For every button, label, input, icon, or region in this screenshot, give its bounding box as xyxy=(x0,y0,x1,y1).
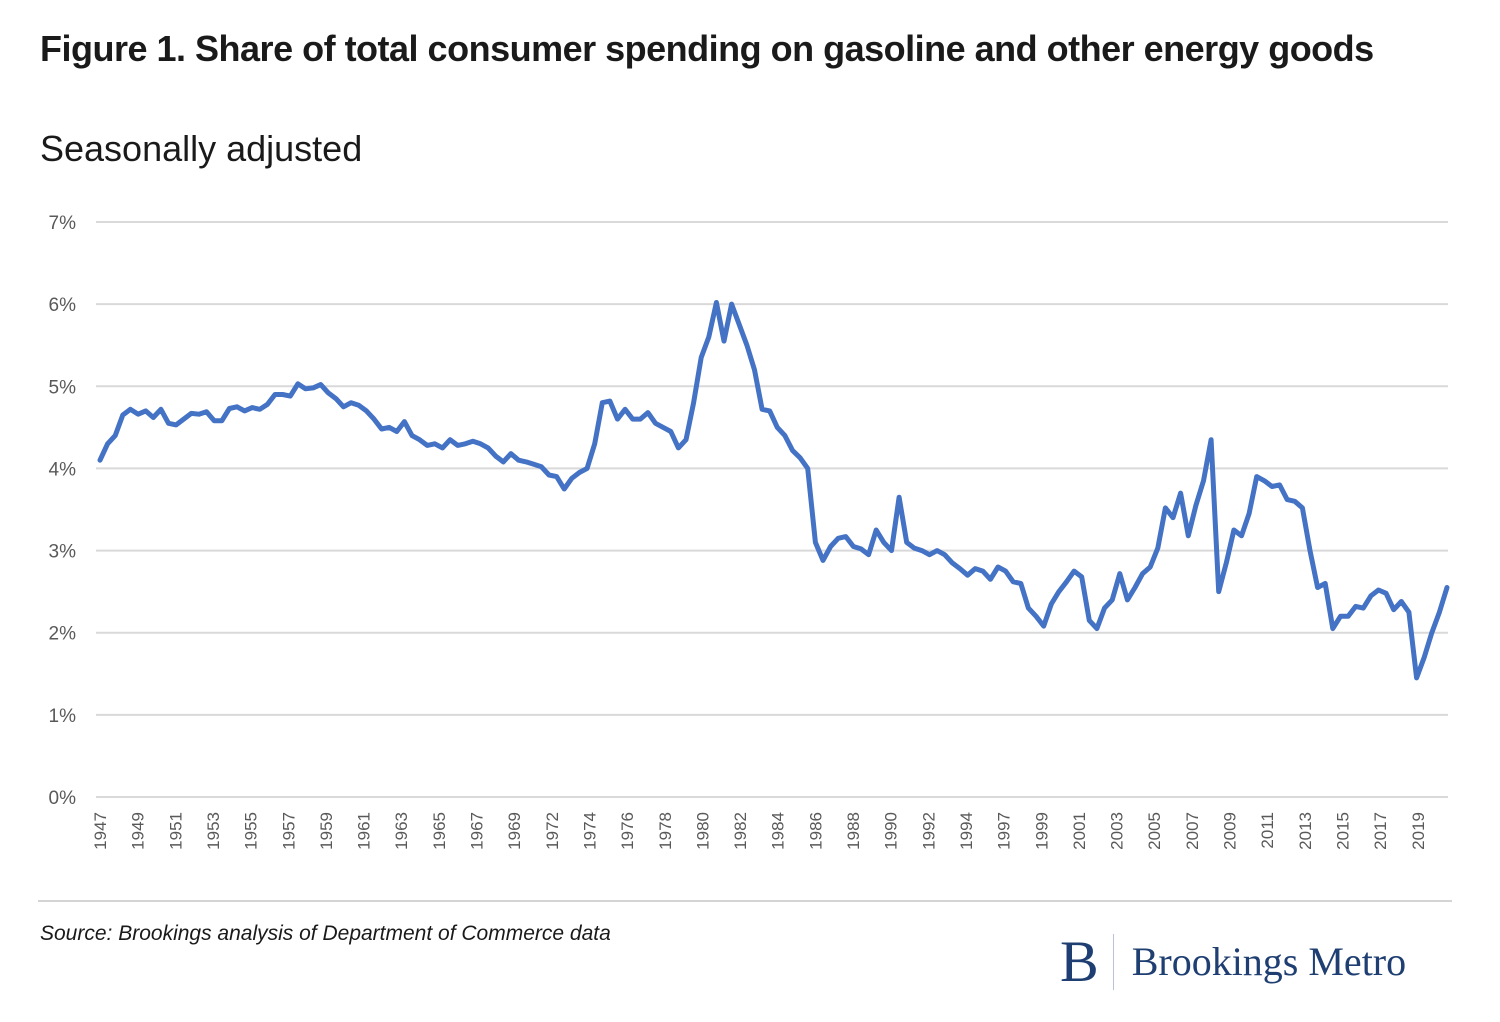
y-axis-ticks: 0% 1% 2% 3% 4% 5% 6% 7% xyxy=(49,213,77,809)
chart-title: Figure 1. Share of total consumer spendi… xyxy=(40,28,1374,69)
line-chart: 0% 1% 2% 3% 4% 5% 6% 7% 1947 1949 1951 1953 1955 195… xyxy=(49,213,1450,850)
x-axis-ticks: 1947 1949 1951 1953 1955 1957 1959 1961 1963 1965… xyxy=(91,812,1428,850)
y-tick-label: 7% xyxy=(49,213,77,234)
x-tick-label: 2005 xyxy=(1145,812,1164,850)
x-tick-label: 1997 xyxy=(995,812,1014,850)
x-tick-label: 1967 xyxy=(468,812,487,850)
y-tick-label: 5% xyxy=(49,377,77,398)
x-tick-label: 2001 xyxy=(1070,812,1089,850)
x-tick-label: 1976 xyxy=(618,812,637,850)
x-tick-label: 1994 xyxy=(957,812,976,850)
x-tick-label: 2003 xyxy=(1108,812,1127,850)
x-tick-label: 1974 xyxy=(580,812,599,850)
logo-separator xyxy=(1112,934,1114,990)
footer-divider xyxy=(38,900,1452,902)
x-tick-label: 1959 xyxy=(317,812,336,850)
x-tick-label: 1969 xyxy=(505,812,524,850)
x-tick-label: 1957 xyxy=(279,812,298,850)
x-tick-label: 1951 xyxy=(166,812,185,850)
x-tick-label: 1947 xyxy=(91,812,110,850)
brookings-metro-logo: B Brookings Metro xyxy=(1060,930,1406,994)
x-tick-label: 1999 xyxy=(1032,812,1051,850)
x-tick-label: 1982 xyxy=(731,812,750,850)
x-tick-label: 1965 xyxy=(430,812,449,850)
x-tick-label: 1953 xyxy=(204,812,223,850)
x-tick-label: 2011 xyxy=(1258,812,1277,849)
x-tick-label: 1992 xyxy=(919,812,938,850)
y-tick-label: 6% xyxy=(49,295,77,316)
x-tick-label: 1988 xyxy=(844,812,863,850)
x-tick-label: 1986 xyxy=(806,812,825,850)
x-tick-label: 1980 xyxy=(693,812,712,850)
x-tick-label: 2013 xyxy=(1296,812,1315,850)
x-tick-label: 1949 xyxy=(129,812,148,850)
y-tick-label: 3% xyxy=(49,542,77,563)
y-tick-label: 2% xyxy=(49,624,77,645)
x-tick-label: 1990 xyxy=(882,812,901,850)
logo-text: Brookings Metro xyxy=(1131,939,1407,984)
x-tick-label: 1955 xyxy=(242,812,261,850)
series-line xyxy=(97,300,1450,681)
y-tick-label: 0% xyxy=(49,788,77,809)
x-tick-label: 2009 xyxy=(1221,812,1240,850)
x-tick-label: 1978 xyxy=(656,812,675,850)
y-tick-label: 4% xyxy=(49,459,77,480)
x-tick-label: 2007 xyxy=(1183,812,1202,850)
chart-subtitle: Seasonally adjusted xyxy=(40,128,363,169)
x-tick-label: 2015 xyxy=(1333,812,1352,850)
source-note: Source: Brookings analysis of Department… xyxy=(40,922,611,945)
x-tick-label: 1984 xyxy=(769,812,788,850)
x-tick-label: 1961 xyxy=(355,812,374,850)
y-tick-label: 1% xyxy=(49,706,77,727)
gridlines xyxy=(96,221,1448,798)
x-tick-label: 1972 xyxy=(543,812,562,850)
x-tick-label: 2017 xyxy=(1371,812,1390,850)
brookings-b-icon: B xyxy=(1060,929,1099,994)
x-tick-label: 1963 xyxy=(392,812,411,850)
x-tick-label: 2019 xyxy=(1409,812,1428,850)
